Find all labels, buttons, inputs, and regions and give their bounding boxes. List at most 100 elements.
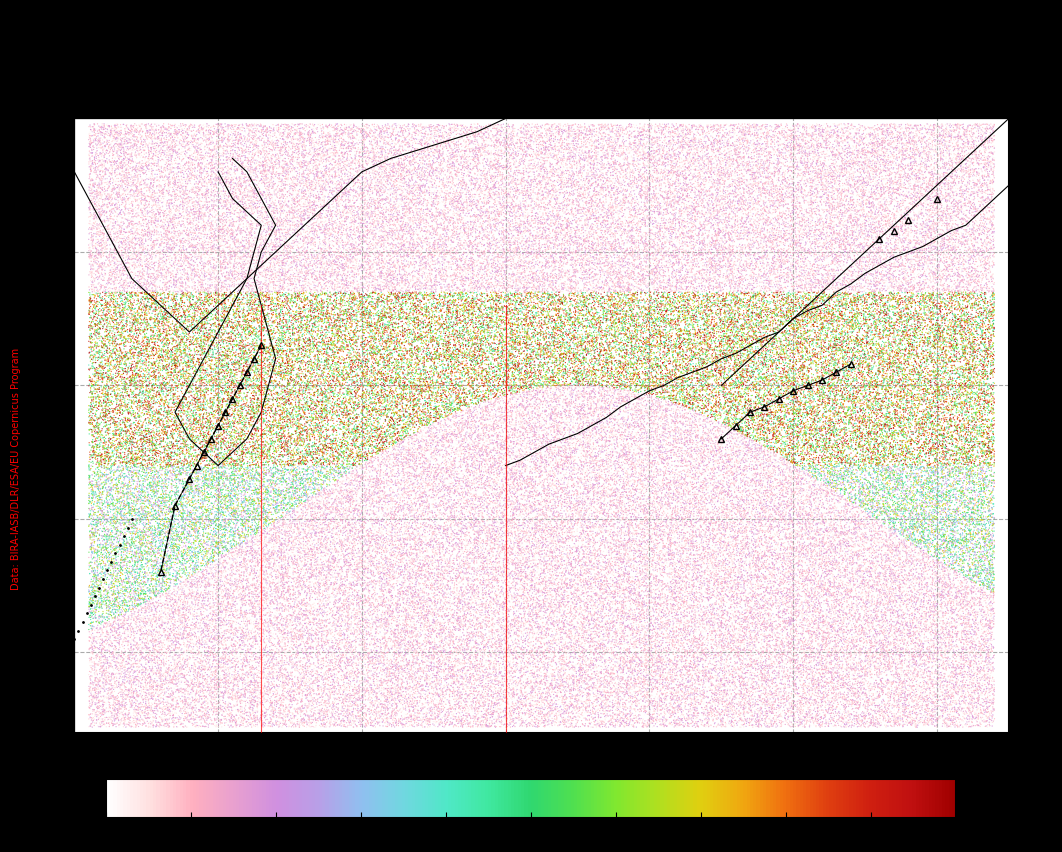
Point [179, 176, 196, 189]
Point [172, 711, 189, 725]
Point [805, 246, 822, 260]
Point [686, 202, 703, 216]
Point [617, 183, 634, 197]
Point [276, 674, 293, 688]
Point [223, 648, 240, 661]
Point [820, 291, 837, 305]
Point [389, 636, 406, 650]
Point [455, 321, 472, 335]
Point [693, 467, 710, 481]
Point [877, 559, 894, 573]
Point [325, 197, 342, 210]
Point [443, 136, 460, 150]
Point [793, 233, 810, 247]
Point [523, 676, 539, 689]
Point [266, 704, 282, 717]
Point [497, 696, 514, 710]
Point [157, 302, 174, 315]
Point [731, 404, 748, 417]
Point [562, 193, 579, 207]
Point [110, 141, 127, 154]
Point [984, 657, 1001, 671]
Point [713, 559, 730, 573]
Point [98, 408, 115, 422]
Point [845, 387, 862, 400]
Point [359, 551, 376, 565]
Point [615, 228, 632, 242]
Point [859, 346, 876, 360]
Point [204, 408, 221, 422]
Point [776, 136, 793, 150]
Point [684, 268, 701, 282]
Point [548, 713, 565, 727]
Point [861, 245, 878, 259]
Point [839, 370, 856, 383]
Point [581, 139, 598, 153]
Point [986, 299, 1003, 313]
Point [963, 131, 980, 145]
Point [148, 431, 165, 445]
Point [154, 293, 171, 307]
Point [693, 451, 710, 464]
Point [95, 437, 112, 451]
Point [733, 486, 750, 500]
Point [226, 469, 243, 483]
Point [205, 578, 222, 591]
Point [667, 364, 684, 377]
Point [847, 616, 864, 630]
Point [282, 410, 299, 423]
Point [243, 325, 260, 339]
Point [469, 673, 486, 687]
Point [844, 496, 861, 509]
Point [476, 499, 493, 513]
Point [486, 398, 503, 412]
Point [451, 714, 468, 728]
Point [757, 326, 774, 340]
Point [386, 219, 402, 233]
Point [832, 510, 849, 524]
Point [453, 199, 470, 212]
Point [626, 294, 643, 308]
Point [941, 164, 958, 177]
Point [575, 449, 592, 463]
Point [911, 371, 928, 385]
Point [182, 299, 199, 313]
Point [962, 286, 979, 300]
Point [378, 614, 395, 628]
Point [172, 241, 189, 255]
Point [958, 316, 975, 330]
Point [410, 173, 427, 187]
Point [601, 560, 618, 573]
Point [95, 193, 112, 207]
Point [396, 537, 413, 550]
Point [427, 592, 444, 606]
Point [168, 357, 185, 371]
Point [421, 145, 438, 158]
Point [389, 490, 406, 504]
Point [910, 135, 927, 149]
Point [923, 619, 940, 633]
Point [717, 421, 734, 435]
Point [91, 296, 108, 310]
Point [88, 191, 105, 204]
Point [416, 149, 433, 163]
Point [405, 376, 422, 389]
Point [645, 176, 662, 190]
Point [605, 157, 622, 170]
Point [165, 501, 182, 515]
Point [640, 697, 657, 711]
Point [100, 687, 117, 700]
Point [679, 427, 696, 440]
Point [668, 185, 685, 199]
Point [740, 314, 757, 327]
Point [696, 607, 713, 621]
Point [930, 466, 947, 480]
Point [313, 458, 330, 472]
Point [535, 481, 552, 494]
Point [930, 193, 947, 206]
Point [290, 143, 307, 157]
Point [757, 191, 774, 204]
Point [112, 361, 129, 375]
Point [603, 448, 620, 462]
Point [90, 588, 107, 602]
